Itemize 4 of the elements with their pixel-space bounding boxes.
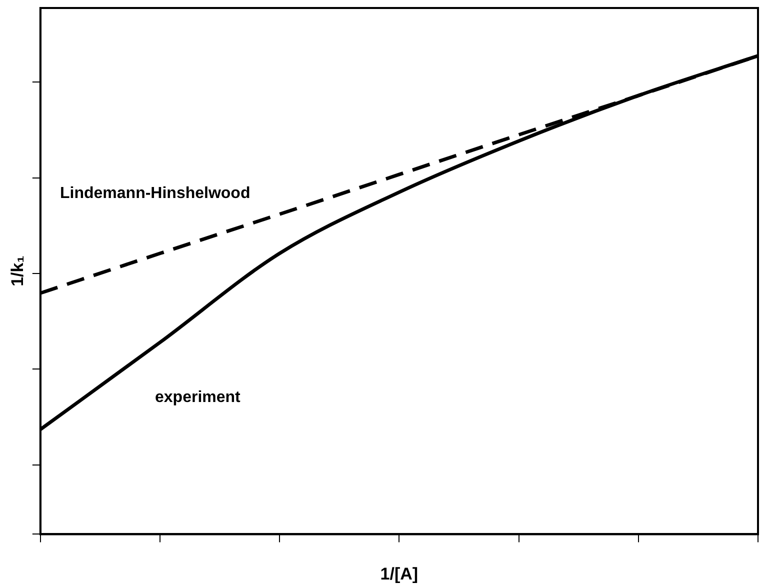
text: experiment [155,388,242,406]
series-label: Lindemann-Hinshelwood [60,184,250,202]
x-axis-title: 1/[A] [380,564,418,584]
y-axis-title: 1/k₁ [8,256,27,286]
